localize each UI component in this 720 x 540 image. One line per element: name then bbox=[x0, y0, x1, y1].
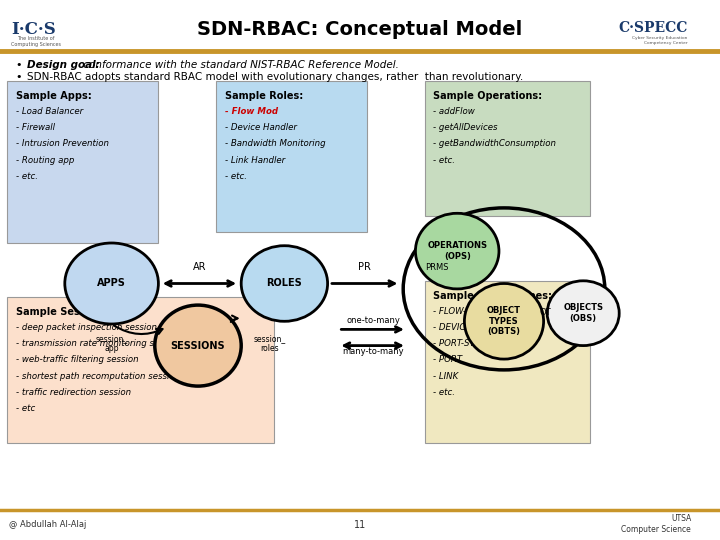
Ellipse shape bbox=[241, 246, 328, 321]
Text: 11: 11 bbox=[354, 520, 366, 530]
Ellipse shape bbox=[547, 281, 619, 346]
Ellipse shape bbox=[155, 305, 241, 386]
Text: - PORT-STATS: - PORT-STATS bbox=[433, 339, 490, 348]
Text: - getAllDevices: - getAllDevices bbox=[433, 123, 498, 132]
Text: SESSIONS: SESSIONS bbox=[171, 341, 225, 350]
Text: The Institute of
Computing Sciences: The Institute of Computing Sciences bbox=[11, 36, 60, 47]
Text: - traffic redirection session: - traffic redirection session bbox=[16, 388, 131, 397]
Text: PR: PR bbox=[358, 262, 371, 272]
Text: - LINK: - LINK bbox=[433, 372, 459, 381]
Text: - Routing app: - Routing app bbox=[16, 156, 74, 165]
Text: Sample Sessions:: Sample Sessions: bbox=[16, 307, 112, 317]
Ellipse shape bbox=[65, 243, 158, 324]
Text: APPS: APPS bbox=[97, 279, 126, 288]
Text: - Load Balancer: - Load Balancer bbox=[16, 107, 83, 116]
Text: @ Abdullah Al-Alaj: @ Abdullah Al-Alaj bbox=[9, 521, 86, 529]
Text: OBJECTS
(OBS): OBJECTS (OBS) bbox=[563, 303, 603, 323]
Text: - etc.: - etc. bbox=[433, 156, 456, 165]
Text: - etc.: - etc. bbox=[16, 172, 38, 181]
Text: Cyber Security Education
Competency Center: Cyber Security Education Competency Cent… bbox=[632, 36, 688, 45]
Text: ROLES: ROLES bbox=[266, 279, 302, 288]
Text: Sample Roles:: Sample Roles: bbox=[225, 91, 303, 101]
Text: - addFlow: - addFlow bbox=[433, 107, 475, 116]
Text: AR: AR bbox=[193, 262, 206, 272]
Ellipse shape bbox=[464, 284, 544, 359]
Text: •: • bbox=[16, 72, 22, 82]
Text: Sample Apps:: Sample Apps: bbox=[16, 91, 91, 101]
FancyBboxPatch shape bbox=[7, 81, 158, 243]
Text: C·SPECC: C·SPECC bbox=[618, 21, 688, 35]
FancyBboxPatch shape bbox=[425, 81, 590, 216]
Text: OBJECT
TYPES
(OBTS): OBJECT TYPES (OBTS) bbox=[487, 306, 521, 336]
Text: I·C·S: I·C·S bbox=[11, 21, 55, 38]
Text: OPERATIONS
(OPS): OPERATIONS (OPS) bbox=[427, 241, 487, 261]
Text: - DEVICE: - DEVICE bbox=[433, 323, 472, 332]
Text: - PORT: - PORT bbox=[433, 355, 462, 364]
FancyBboxPatch shape bbox=[7, 297, 274, 443]
Text: OT: OT bbox=[540, 308, 552, 318]
Text: Sample Operations:: Sample Operations: bbox=[433, 91, 543, 101]
Text: SDN-RBAC: Conceptual Model: SDN-RBAC: Conceptual Model bbox=[197, 20, 523, 39]
Text: •: • bbox=[16, 60, 22, 70]
Text: - etc: - etc bbox=[16, 404, 35, 413]
Text: - Firewall: - Firewall bbox=[16, 123, 55, 132]
Text: - etc.: - etc. bbox=[225, 172, 247, 181]
Text: - Device Handler: - Device Handler bbox=[225, 123, 297, 132]
Text: - web-traffic filtering session: - web-traffic filtering session bbox=[16, 355, 138, 364]
Text: - deep packet inspection session: - deep packet inspection session bbox=[16, 323, 157, 332]
Text: - transmission rate monitoring session: - transmission rate monitoring session bbox=[16, 339, 181, 348]
Text: - FLOW-RULE: - FLOW-RULE bbox=[433, 307, 489, 316]
Text: Design goal:: Design goal: bbox=[27, 60, 100, 70]
Ellipse shape bbox=[415, 213, 499, 289]
Text: session_
roles: session_ roles bbox=[254, 334, 286, 353]
Text: conformance with the standard NIST-RBAC Reference Model.: conformance with the standard NIST-RBAC … bbox=[80, 60, 399, 70]
Text: - Link Handler: - Link Handler bbox=[225, 156, 285, 165]
Text: - Bandwidth Monitoring: - Bandwidth Monitoring bbox=[225, 139, 325, 148]
Text: PRMS: PRMS bbox=[425, 263, 449, 272]
Text: session_
app: session_ app bbox=[96, 334, 127, 353]
Text: - Intrusion Prevention: - Intrusion Prevention bbox=[16, 139, 109, 148]
Text: one-to-many: one-to-many bbox=[346, 316, 400, 325]
Text: - etc.: - etc. bbox=[433, 388, 456, 397]
Text: SDN-RBAC adopts standard RBAC model with evolutionary changes, rather  than revo: SDN-RBAC adopts standard RBAC model with… bbox=[27, 72, 523, 82]
Text: UTSA
Computer Science: UTSA Computer Science bbox=[621, 514, 691, 534]
Text: Sample Object Types:: Sample Object Types: bbox=[433, 291, 552, 301]
Text: - shortest path recomputation session: - shortest path recomputation session bbox=[16, 372, 180, 381]
FancyBboxPatch shape bbox=[216, 81, 367, 232]
Text: many-to-many: many-to-many bbox=[342, 347, 404, 356]
Text: - getBandwidthConsumption: - getBandwidthConsumption bbox=[433, 139, 557, 148]
FancyBboxPatch shape bbox=[425, 281, 590, 443]
Text: - Flow Mod: - Flow Mod bbox=[225, 107, 278, 116]
